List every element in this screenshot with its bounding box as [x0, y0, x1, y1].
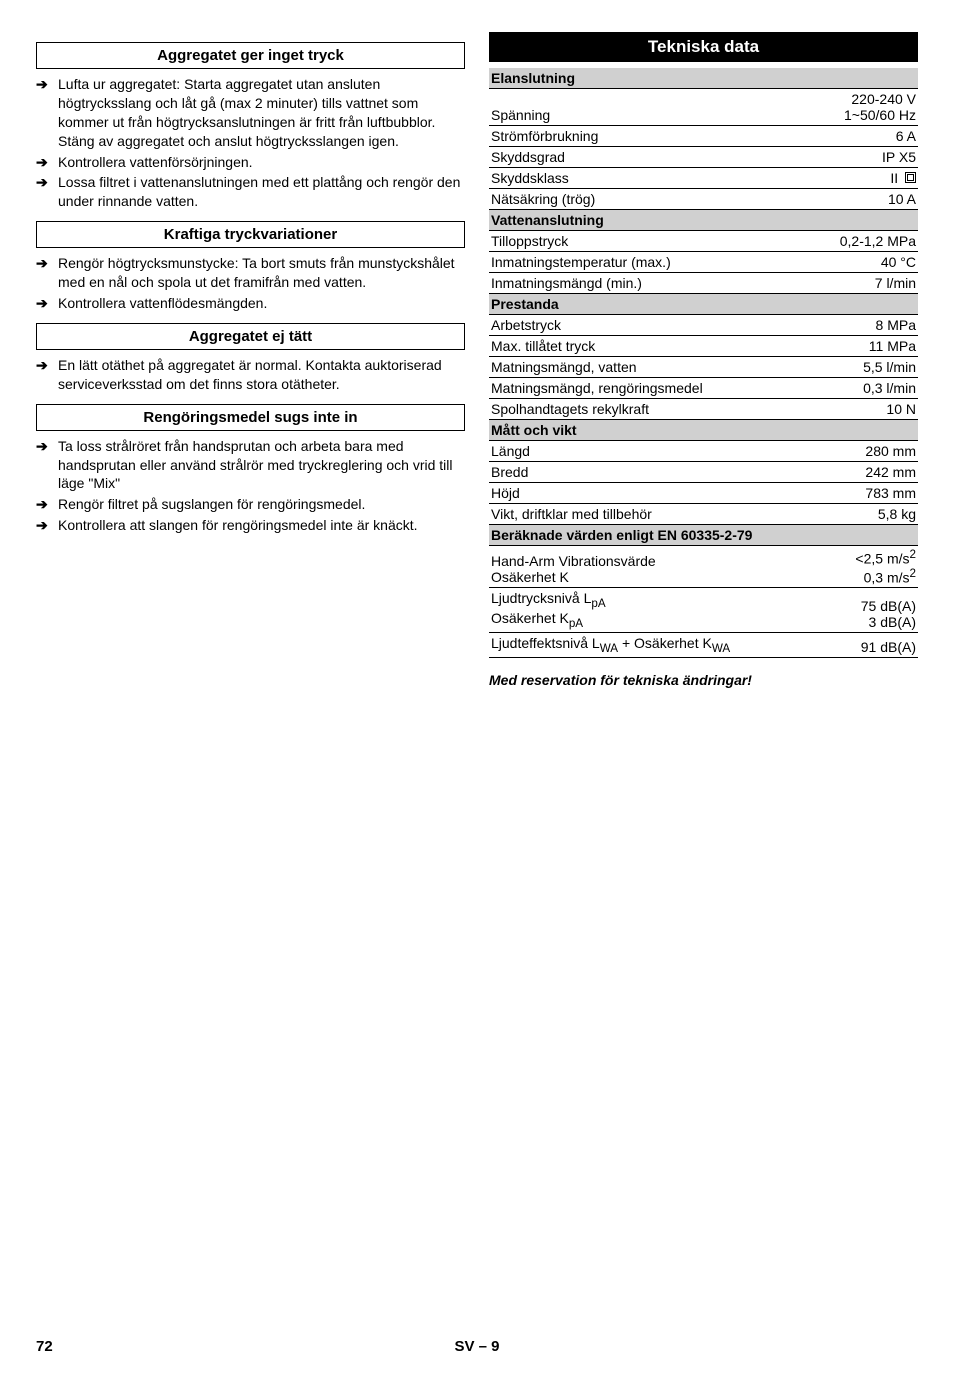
spec-value: 40 °C	[812, 252, 918, 273]
spec-value: 5,8 kg	[812, 504, 918, 525]
spec-value: 10 N	[812, 399, 918, 420]
bullet-item: Ta loss strålröret från handsprutan och …	[36, 437, 465, 494]
spec-value: 220-240 V1~50/60 Hz	[812, 89, 918, 126]
spec-label: Höjd	[489, 483, 812, 504]
bullet-item: En lätt otäthet på aggregatet är normal.…	[36, 356, 465, 394]
spec-value: 11 MPa	[812, 336, 918, 357]
spec-value: 0,2-1,2 MPa	[812, 231, 918, 252]
bullet-item: Kontrollera vattenförsörjningen.	[36, 153, 465, 172]
reservation-note: Med reservation för tekniska ändringar!	[489, 672, 918, 688]
spec-label: Ljudtrycksnivå LpAOsäkerhet KpA	[489, 588, 812, 633]
spec-label: Längd	[489, 441, 812, 462]
bullet-list: Ta loss strålröret från handsprutan och …	[36, 437, 465, 535]
spec-label: Inmatningsmängd (min.)	[489, 273, 812, 294]
spec-value: 8 MPa	[812, 315, 918, 336]
spec-value: 280 mm	[812, 441, 918, 462]
spec-label: Vikt, driftklar med tillbehör	[489, 504, 812, 525]
bullet-list: Lufta ur aggregatet: Starta aggregatet u…	[36, 75, 465, 211]
section-heading: Aggregatet ger inget tryck	[36, 42, 465, 69]
spec-section: Beräknade värden enligt EN 60335-2-79	[489, 525, 918, 546]
right-column: Tekniska data ElanslutningSpänning220-24…	[489, 32, 918, 688]
bullet-item: Rengör filtret på sugslangen för rengöri…	[36, 495, 465, 514]
spec-value: 75 dB(A)3 dB(A)	[812, 588, 918, 633]
spec-table: ElanslutningSpänning220-240 V1~50/60 HzS…	[489, 68, 918, 658]
section-heading: Rengöringsmedel sugs inte in	[36, 404, 465, 431]
spec-section: Elanslutning	[489, 68, 918, 89]
spec-value: 783 mm	[812, 483, 918, 504]
spec-value: 0,3 l/min	[812, 378, 918, 399]
page-footer: 72 SV – 9	[36, 1338, 918, 1355]
spec-value: 91 dB(A)	[812, 632, 918, 657]
spec-label: Matningsmängd, vatten	[489, 357, 812, 378]
spec-label: Tilloppstryck	[489, 231, 812, 252]
spec-label: Spänning	[489, 89, 812, 126]
spec-value: 7 l/min	[812, 273, 918, 294]
spec-label: Ljudteffektsnivå LWA + Osäkerhet KWA	[489, 632, 812, 657]
spec-label: Skyddsgrad	[489, 147, 812, 168]
page-number-left: 72	[36, 1338, 53, 1355]
spec-label: Matningsmängd, rengöringsmedel	[489, 378, 812, 399]
spec-label: Skyddsklass	[489, 168, 812, 189]
bullet-list: En lätt otäthet på aggregatet är normal.…	[36, 356, 465, 394]
spec-label: Arbetstryck	[489, 315, 812, 336]
bullet-item: Lufta ur aggregatet: Starta aggregatet u…	[36, 75, 465, 151]
left-column: Aggregatet ger inget tryck Lufta ur aggre…	[36, 32, 465, 688]
bullet-item: Kontrollera vattenflödesmängden.	[36, 294, 465, 313]
spec-label: Spolhandtagets rekylkraft	[489, 399, 812, 420]
spec-value: 5,5 l/min	[812, 357, 918, 378]
spec-value: 6 A	[812, 126, 918, 147]
spec-value: IP X5	[812, 147, 918, 168]
spec-value: 10 A	[812, 189, 918, 210]
spec-value: 242 mm	[812, 462, 918, 483]
spec-section: Prestanda	[489, 294, 918, 315]
spec-label: Inmatningstemperatur (max.)	[489, 252, 812, 273]
spec-label: Hand-Arm VibrationsvärdeOsäkerhet K	[489, 546, 812, 588]
spec-section: Mått och vikt	[489, 420, 918, 441]
page-number-center: SV – 9	[454, 1338, 499, 1355]
section-heading: Kraftiga tryckvariationer	[36, 221, 465, 248]
spec-label: Max. tillåtet tryck	[489, 336, 812, 357]
spec-section: Vattenanslutning	[489, 210, 918, 231]
bullet-item: Rengör högtrycksmunstycke: Ta bort smuts…	[36, 254, 465, 292]
spec-label: Bredd	[489, 462, 812, 483]
bullet-item: Lossa filtret i vattenanslutningen med e…	[36, 173, 465, 211]
spec-label: Strömförbrukning	[489, 126, 812, 147]
tech-data-heading: Tekniska data	[489, 32, 918, 62]
spec-label: Nätsäkring (trög)	[489, 189, 812, 210]
spec-value: II	[812, 168, 918, 189]
section-heading: Aggregatet ej tätt	[36, 323, 465, 350]
bullet-item: Kontrollera att slangen för rengöringsme…	[36, 516, 465, 535]
bullet-list: Rengör högtrycksmunstycke: Ta bort smuts…	[36, 254, 465, 313]
spec-value: <2,5 m/s20,3 m/s2	[812, 546, 918, 588]
